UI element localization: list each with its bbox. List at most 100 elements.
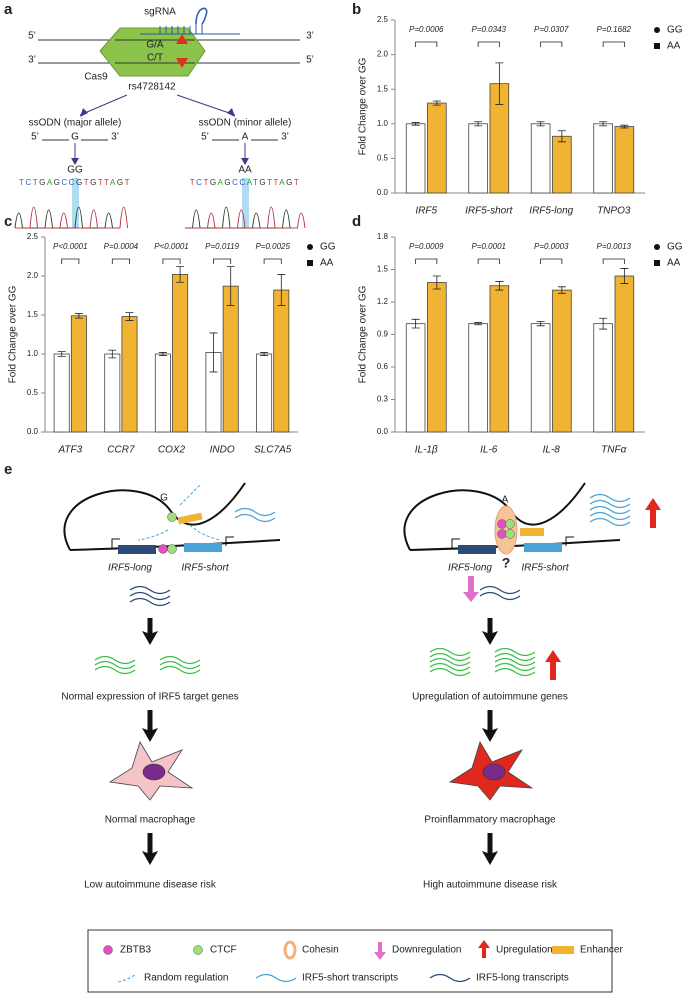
promoter-arrow [451,538,460,548]
base: C [69,178,76,187]
promoter-arrow [565,536,574,546]
base: A [247,178,253,187]
ssodn-label: ssODN (major allele) [29,118,122,129]
legend-label: Enhancer [580,945,623,956]
bar [614,275,635,433]
y-tick-label: 1.5 [377,84,389,93]
ctcf [505,529,515,539]
arrowhead [227,108,235,117]
arrow [79,94,128,116]
base: T [84,178,90,187]
promoter-arrow [225,536,234,546]
highlight [72,178,79,228]
risk-label: Low autoimmune disease risk [84,880,217,891]
x-tick-label: TNPO3 [597,206,631,217]
error-bar [495,62,504,105]
base: A [110,178,117,187]
flow-arrow [142,710,158,742]
y-tick-label: 0.6 [377,362,389,371]
sequence: TCTGAGCCATGTTAGT [190,178,300,187]
legend-marker [654,260,660,266]
transcript [94,655,136,665]
legend-label: Cohesin [302,945,339,956]
x-tick-label: IRF5-long [529,206,573,217]
sgrna-hairpin [195,7,208,25]
base: C [196,178,203,187]
y-tick-label: 0.9 [377,330,389,339]
base: T [125,178,131,187]
gene-label: IRF5-short [181,563,229,574]
cell-label: Proinflammatory macrophage [424,815,556,826]
downregulation-arrow [463,576,479,602]
error-bar [411,318,420,329]
bar [154,353,171,433]
transcript [479,591,521,601]
nucleus [142,763,166,781]
legend-label: AA [667,41,681,52]
transcript [429,657,471,667]
p-value: P=0.0025 [255,242,290,251]
base: T [190,178,196,187]
y-tick-label: 1.8 [377,232,389,241]
transcript [589,493,631,503]
base: G [76,178,84,187]
base: T [33,178,39,187]
chromatin-loop [63,482,246,551]
legend-label: IRF5-short transcripts [302,973,398,984]
gene-label: IRF5-short [521,563,569,574]
arrowhead [80,108,88,117]
transcript [589,505,631,515]
y-axis-label: Fold Change over GG [358,285,369,383]
base: C [239,178,246,187]
significance-bracket [602,258,625,264]
transcript [159,655,201,665]
transcript [429,652,471,662]
bar [53,353,70,433]
y-tick-label: 2.5 [377,15,389,24]
transcript [129,591,171,601]
legend-marker [654,244,660,250]
base: G [210,178,218,187]
base: A [47,178,54,187]
panel-label: b [352,1,361,18]
allele: C/T [147,53,163,64]
y-tick-label: 1.0 [27,349,39,358]
error-bar [495,281,504,291]
bar [104,353,121,433]
base: G [286,178,294,187]
upregulation-arrow [545,650,561,680]
legend-label: Random regulation [144,973,229,984]
legend-label: GG [667,25,683,36]
bar [552,135,572,194]
bar [427,102,447,194]
oligo-end: 3’ [281,132,289,143]
transcript [234,507,276,517]
x-tick-label: IL-8 [543,445,561,456]
base: T [294,178,300,187]
sgrna [140,24,240,35]
ctcf [505,519,515,529]
sequence: TCTGAGCCGTGTTAGT [19,178,131,187]
y-tick-label: 2.0 [27,271,39,280]
outcome-label: Normal expression of IRF5 target genes [61,692,238,703]
bar [468,323,488,433]
legend-label: Upregulation [496,945,553,956]
base: T [98,178,104,187]
significance-bracket [602,41,625,47]
allele-label: A [502,495,509,506]
ctcf [167,544,177,554]
zbtb3 [497,529,507,539]
x-tick-label: TNFα [601,445,626,456]
base: G [90,178,98,187]
bar [593,123,613,194]
legend-marker [307,260,313,266]
bar [405,323,426,433]
gene-long [458,545,496,554]
bar [468,123,488,194]
significance-bracket [540,41,563,47]
snp-marker [176,58,188,68]
base: T [19,178,25,187]
x-tick-label: IL-6 [480,445,498,456]
significance-bracket [415,258,438,264]
